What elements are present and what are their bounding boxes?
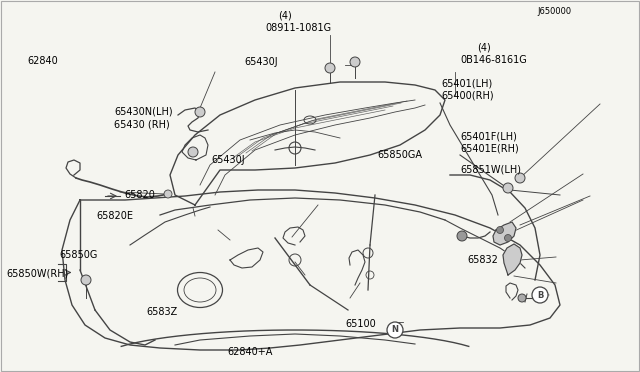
Text: 65401(LH): 65401(LH) [442, 79, 493, 89]
Circle shape [81, 275, 91, 285]
Text: N: N [392, 326, 399, 334]
Text: 65100: 65100 [346, 319, 376, 328]
Text: 65820E: 65820E [96, 211, 133, 221]
Circle shape [195, 107, 205, 117]
Text: 65401E(RH): 65401E(RH) [461, 144, 520, 154]
Text: 6583Z: 6583Z [146, 308, 177, 317]
Text: B: B [537, 291, 543, 299]
Circle shape [503, 183, 513, 193]
Text: 65832: 65832 [467, 256, 498, 265]
Circle shape [504, 234, 511, 241]
Text: (4): (4) [477, 43, 490, 52]
Text: 62840: 62840 [27, 57, 58, 66]
Circle shape [518, 294, 526, 302]
Polygon shape [493, 222, 516, 245]
Text: 65851W(LH): 65851W(LH) [461, 164, 522, 174]
Circle shape [325, 63, 335, 73]
Text: 08911-1081G: 08911-1081G [266, 23, 332, 33]
Text: 65401F(LH): 65401F(LH) [461, 132, 518, 142]
Circle shape [188, 147, 198, 157]
Circle shape [457, 231, 467, 241]
Text: 65430J: 65430J [211, 155, 245, 165]
Text: 65850GA: 65850GA [378, 151, 422, 160]
Text: J650000: J650000 [538, 7, 572, 16]
Circle shape [350, 57, 360, 67]
Polygon shape [503, 244, 522, 275]
Text: 65820: 65820 [125, 190, 156, 200]
Text: 0B146-8161G: 0B146-8161G [461, 55, 527, 65]
Text: 65850G: 65850G [59, 250, 97, 260]
Text: 65430J: 65430J [244, 58, 278, 67]
Circle shape [164, 190, 172, 198]
Text: 65850W(RH): 65850W(RH) [6, 269, 68, 278]
Circle shape [497, 227, 504, 234]
Text: (4): (4) [278, 11, 292, 20]
Circle shape [387, 322, 403, 338]
Text: 65400(RH): 65400(RH) [442, 91, 494, 101]
Circle shape [515, 173, 525, 183]
Text: 62840+A: 62840+A [227, 347, 272, 356]
Circle shape [532, 287, 548, 303]
Text: 65430N(LH): 65430N(LH) [114, 107, 173, 116]
Text: 65430 (RH): 65430 (RH) [114, 120, 170, 129]
